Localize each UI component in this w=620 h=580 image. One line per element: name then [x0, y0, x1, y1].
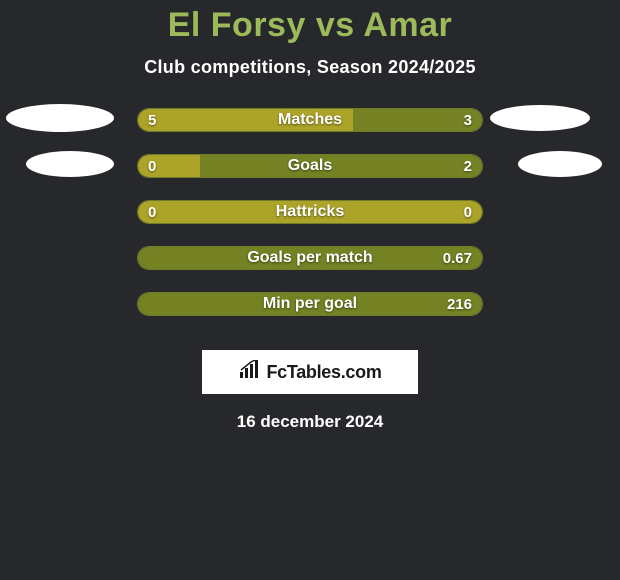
- footer-date: 16 december 2024: [0, 412, 620, 432]
- stat-row: 0.67Goals per match: [0, 246, 620, 292]
- stat-bar: 216Min per goal: [137, 292, 483, 316]
- stat-bar: 02Goals: [137, 154, 483, 178]
- brand-text: FcTables.com: [266, 362, 381, 383]
- comparison-chart: 53Matches 02Goals 00Hattricks 0.67Goals per…: [0, 108, 620, 338]
- stat-bar-fill-right: [138, 247, 482, 269]
- stat-bar-fill-right: [353, 109, 482, 131]
- stat-row: 53Matches: [0, 108, 620, 154]
- stat-row: 216Min per goal: [0, 292, 620, 338]
- stat-bar: 0.67Goals per match: [137, 246, 483, 270]
- stat-bar-fill-left: [138, 201, 482, 223]
- page-root: El Forsy vs Amar Club competitions, Seas…: [0, 0, 620, 580]
- stat-bar: 00Hattricks: [137, 200, 483, 224]
- page-title: El Forsy vs Amar: [0, 0, 620, 45]
- stat-bar-fill-right: [200, 155, 482, 177]
- stat-bar-fill-right: [138, 293, 482, 315]
- brand-badge: FcTables.com: [202, 350, 418, 394]
- brand-chart-icon: [238, 360, 262, 385]
- page-subtitle: Club competitions, Season 2024/2025: [0, 57, 620, 78]
- stat-bar: 53Matches: [137, 108, 483, 132]
- stat-bar-fill-left: [138, 155, 200, 177]
- stat-row: 00Hattricks: [0, 200, 620, 246]
- stat-row: 02Goals: [0, 154, 620, 200]
- stat-bar-fill-left: [138, 109, 353, 131]
